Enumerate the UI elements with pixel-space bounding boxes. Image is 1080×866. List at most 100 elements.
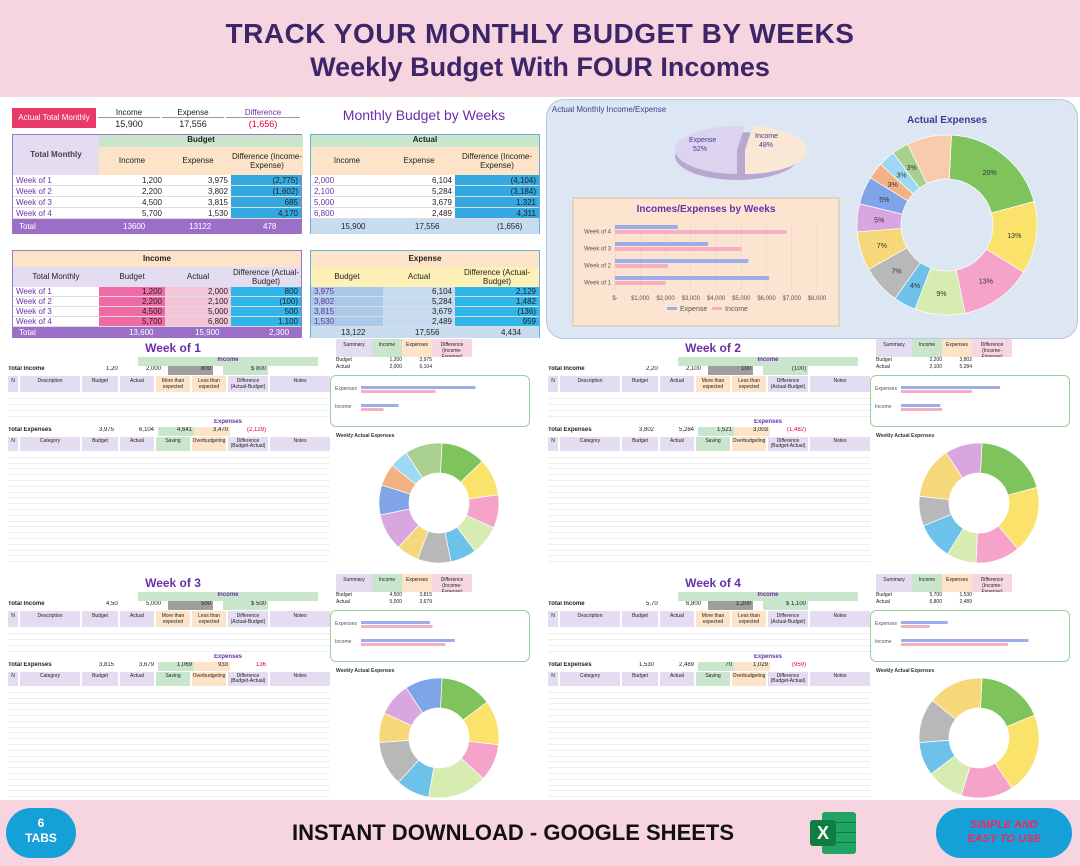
week-4-expense-row[interactable] (548, 745, 870, 751)
week-4-expense-row[interactable] (548, 751, 870, 757)
week-2-expense-row[interactable] (548, 493, 870, 499)
week-4-expense-row[interactable] (548, 733, 870, 740)
week-2-expense-row[interactable] (548, 539, 870, 545)
week-3-expense-row[interactable] (8, 716, 330, 722)
week-3-expense-row[interactable] (8, 757, 330, 763)
week-4-expense-row[interactable] (548, 774, 870, 780)
week-3-expense-row[interactable] (8, 739, 330, 745)
week-2-expense-row[interactable] (548, 527, 870, 534)
week-1-expense-row[interactable] (8, 522, 330, 528)
week-1-expense-row[interactable] (8, 504, 330, 510)
week-1-expense-row[interactable] (8, 498, 330, 505)
week-4-expense-row[interactable] (548, 780, 870, 786)
week-1-expense-row[interactable] (8, 452, 330, 458)
income-col-total: Total Monthly (13, 267, 99, 287)
bar-tick-label: $1,000 (631, 296, 650, 302)
week-1-expense-row[interactable] (8, 458, 330, 464)
week-3-expense-row[interactable] (8, 751, 330, 757)
week-4-expense-row[interactable] (548, 739, 870, 745)
week-4-expense-row[interactable] (548, 722, 870, 728)
week-1-expense-row[interactable] (8, 464, 330, 470)
week-2-income-row[interactable] (548, 411, 870, 417)
week-1-income-row[interactable] (8, 393, 330, 399)
week-1-expense-row[interactable] (8, 469, 330, 476)
week-1-income-row[interactable] (8, 399, 330, 405)
week-2-expense-row[interactable] (548, 469, 870, 476)
week-2-expense-row[interactable] (548, 487, 870, 493)
week-3-expense-row[interactable] (8, 745, 330, 751)
week-3-expense-row[interactable] (8, 728, 330, 734)
week-2-income-row[interactable] (548, 399, 870, 405)
budget-row-2-col-1: Week of 2 (13, 186, 99, 197)
week-2-expense-row[interactable] (548, 510, 870, 516)
week-1-expense-row[interactable] (8, 493, 330, 499)
week-2-expense-row[interactable] (548, 481, 870, 487)
week-2-expense-row[interactable] (548, 516, 870, 522)
week-4-expense-row[interactable] (548, 757, 870, 763)
footer-bar: 6 TABS INSTANT DOWNLOAD - GOOGLE SHEETS … (0, 800, 1080, 866)
week-1-expense-row[interactable] (8, 481, 330, 487)
week-4-expense-row[interactable] (548, 687, 870, 693)
week-2-summary-b-0: 2,200 (929, 357, 942, 363)
week-3-expense-row[interactable] (8, 768, 330, 774)
week-1-expense-row[interactable] (8, 539, 330, 545)
week-2-income-row[interactable] (548, 393, 870, 399)
week-2-expense-row[interactable] (548, 475, 870, 481)
week-3-expense-row[interactable] (8, 733, 330, 740)
week-4-income-row[interactable] (548, 634, 870, 640)
week-2-expense-row[interactable] (548, 551, 870, 557)
week-4-income-row[interactable] (548, 640, 870, 646)
week-2-income-row[interactable] (548, 405, 870, 411)
week-3-expense-row[interactable] (8, 693, 330, 699)
week-3-total-exp-2: 1,069 (158, 662, 194, 671)
week-1-expense-row[interactable] (8, 510, 330, 516)
week-1-income-row[interactable] (8, 405, 330, 411)
week-2-expense-row[interactable] (548, 458, 870, 464)
week-2-expense-row[interactable] (548, 464, 870, 470)
week-4-expense-row[interactable] (548, 768, 870, 774)
week-2-expense-row[interactable] (548, 452, 870, 458)
week-3-expense-row[interactable] (8, 762, 330, 769)
week-2-expense-row[interactable] (548, 522, 870, 528)
week-4-expense-row[interactable] (548, 710, 870, 716)
week-3-income-row[interactable] (8, 634, 330, 640)
week-1-expense-row[interactable] (8, 527, 330, 534)
week-4-income-row[interactable] (548, 628, 870, 634)
week-1-expense-row[interactable] (8, 487, 330, 493)
week-2-expense-row[interactable] (548, 504, 870, 510)
week-1-expense-row[interactable] (8, 533, 330, 539)
week-3-expense-row[interactable] (8, 687, 330, 693)
week-3-summary-actual: Actual (336, 599, 350, 605)
week-1-expense-row[interactable] (8, 516, 330, 522)
week-3-expense-row[interactable] (8, 774, 330, 780)
week-4-expense-row[interactable] (548, 716, 870, 722)
week-3-donut-slice (405, 677, 443, 714)
week-4-income-row[interactable] (548, 646, 870, 652)
week-4-expense-row[interactable] (548, 699, 870, 705)
week-2-expense-row[interactable] (548, 545, 870, 551)
week-3-expense-row[interactable] (8, 699, 330, 705)
week-4-expense-row[interactable] (548, 704, 870, 711)
week-4-expense-row[interactable] (548, 728, 870, 734)
week-3-expense-row[interactable] (8, 791, 330, 798)
week-3-expense-row[interactable] (8, 704, 330, 711)
week-3-income-row[interactable] (8, 628, 330, 634)
week-1-expense-row[interactable] (8, 475, 330, 481)
week-2-expense-row[interactable] (548, 498, 870, 505)
week-1-income-row[interactable] (8, 411, 330, 417)
week-4-expense-row[interactable] (548, 762, 870, 769)
week-2-expense-row[interactable] (548, 533, 870, 539)
week-1-expense-row[interactable] (8, 556, 330, 563)
week-3-expense-row[interactable] (8, 780, 330, 786)
week-1-expense-row[interactable] (8, 551, 330, 557)
week-4-expense-row[interactable] (548, 693, 870, 699)
week-3-income-row[interactable] (8, 646, 330, 652)
week-3-expense-row[interactable] (8, 786, 330, 792)
week-2-expense-row[interactable] (548, 556, 870, 563)
week-3-expense-row[interactable] (8, 710, 330, 716)
week-4-expense-row[interactable] (548, 791, 870, 798)
week-1-expense-row[interactable] (8, 545, 330, 551)
week-3-income-row[interactable] (8, 640, 330, 646)
week-3-expense-row[interactable] (8, 722, 330, 728)
week-4-expense-row[interactable] (548, 786, 870, 792)
